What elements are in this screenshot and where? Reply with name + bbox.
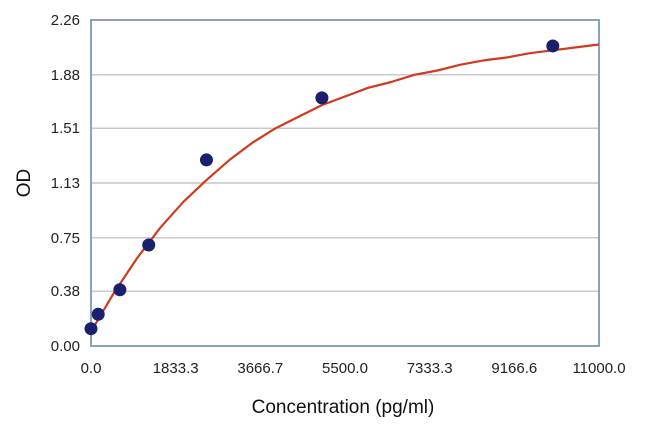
x-axis-title: Concentration (pg/ml) xyxy=(252,397,435,418)
fit-curve-layer xyxy=(90,43,600,333)
y-tick-label: 1.51 xyxy=(51,120,80,137)
data-point xyxy=(546,39,560,53)
fit-curve-line xyxy=(90,43,600,333)
y-tick-label: 0.75 xyxy=(51,230,80,247)
x-tick-label: 5500.0 xyxy=(322,360,368,377)
data-point xyxy=(113,283,127,297)
x-tick-label: 0.0 xyxy=(81,360,102,377)
plot-frame xyxy=(90,19,600,347)
x-tick-label: 7333.3 xyxy=(407,360,453,377)
gridlines xyxy=(91,74,599,292)
data-point xyxy=(84,322,98,336)
plot-border xyxy=(90,19,600,347)
data-points-layer xyxy=(84,39,560,336)
y-tick-label: 0.38 xyxy=(51,283,80,300)
x-tick-label: 11000.0 xyxy=(572,360,625,377)
y-tick-label: 0.00 xyxy=(51,338,80,355)
x-tick-label: 9166.6 xyxy=(491,360,537,377)
y-tick-label: 1.13 xyxy=(51,175,80,192)
y-axis-title: OD xyxy=(14,169,35,198)
data-point xyxy=(142,238,156,252)
x-axis-ticks: 0.0 1833.3 3666.7 5500.0 7333.3 9166.6 11000.0 xyxy=(81,360,626,377)
data-point xyxy=(199,153,213,167)
x-tick-label: 1833.3 xyxy=(153,360,199,377)
x-tick-label: 3666.7 xyxy=(237,360,283,377)
y-tick-label: 1.88 xyxy=(51,67,80,84)
data-point xyxy=(315,91,329,105)
y-axis-ticks: 0.00 0.38 0.75 1.13 1.51 1.88 2.26 xyxy=(51,12,80,355)
y-tick-label: 2.26 xyxy=(51,12,80,29)
data-point xyxy=(91,307,105,321)
